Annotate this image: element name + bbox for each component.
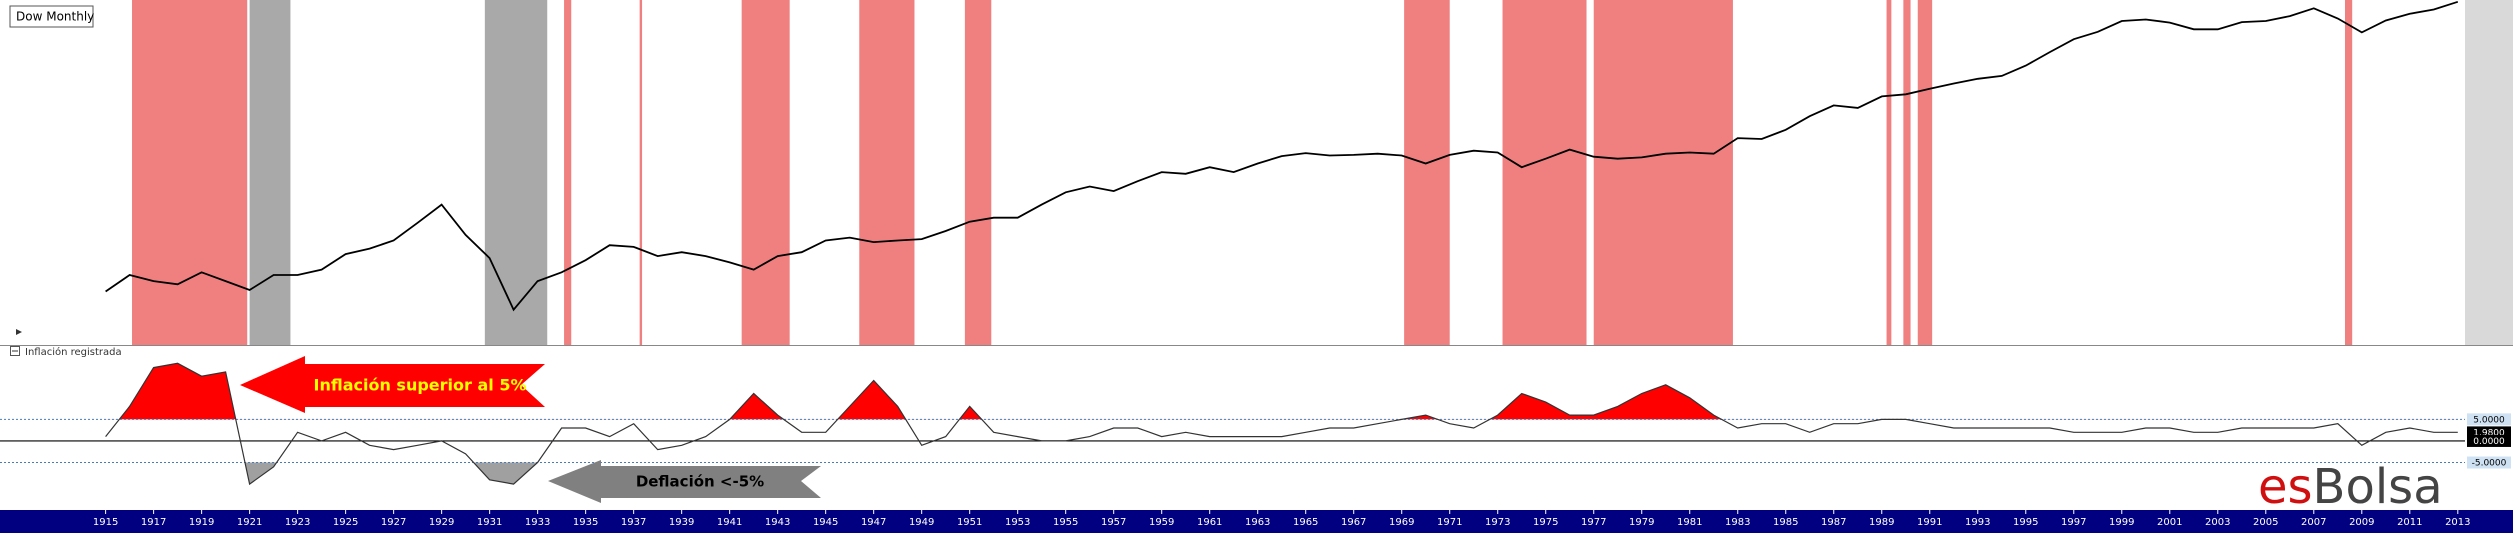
y-tick-label: 5.0000 <box>2473 415 2505 425</box>
x-tick-label: 1979 <box>1629 517 1654 528</box>
shaded-band <box>1903 0 1911 345</box>
series-line <box>105 362 2458 486</box>
shaded-band <box>1917 0 1933 345</box>
x-tick-label: 2007 <box>2301 517 2326 528</box>
annotation-arrow <box>548 460 821 503</box>
x-tick-label: 1959 <box>1149 517 1174 528</box>
x-tick-label: 1969 <box>1389 517 1414 528</box>
x-tick-label: 1949 <box>909 517 934 528</box>
x-tick-label: 1955 <box>1053 517 1078 528</box>
x-tick-label: 1989 <box>1869 517 1894 528</box>
panel-title: Inflación registrada <box>25 346 122 358</box>
x-tick-label: 1983 <box>1725 517 1750 528</box>
chart-title: Dow Monthly <box>16 10 94 24</box>
x-axis-bar <box>0 510 2513 533</box>
x-tick-label: 1985 <box>1773 517 1798 528</box>
shaded-band <box>639 0 643 345</box>
annotation: Inflación superior al 5% <box>314 376 527 395</box>
x-tick-label: 1931 <box>477 517 502 528</box>
annotation-arrow <box>240 356 545 413</box>
shaded-band <box>484 0 548 345</box>
play-icon[interactable] <box>16 329 22 335</box>
x-tick-label: 1929 <box>429 517 454 528</box>
x-tick-label: 1947 <box>861 517 886 528</box>
x-tick-label: 1933 <box>525 517 550 528</box>
x-tick-label: 1987 <box>1821 517 1846 528</box>
price-axis <box>2465 0 2513 345</box>
x-tick-label: 1945 <box>813 517 838 528</box>
x-tick-label: 2009 <box>2349 517 2374 528</box>
x-tick-label: 1953 <box>1005 517 1030 528</box>
x-tick-label: 2003 <box>2205 517 2230 528</box>
x-tick-label: 1993 <box>1965 517 1990 528</box>
logo-suffix: Bolsa <box>2313 459 2443 515</box>
y-tick-box <box>2467 456 2511 469</box>
shaded-band <box>1404 0 1450 345</box>
x-tick-label: 1951 <box>957 517 982 528</box>
x-tick-label: 2011 <box>2397 517 2422 528</box>
x-tick-label: 1997 <box>2061 517 2086 528</box>
bands <box>132 0 2353 345</box>
series-line <box>105 0 2459 312</box>
lines <box>0 0 2465 486</box>
shaded-band <box>741 0 790 345</box>
x-tick-label: 1991 <box>1917 517 1942 528</box>
x-tick-label: 1923 <box>285 517 310 528</box>
x-tick-label: 1963 <box>1245 517 1270 528</box>
shaded-band <box>1502 0 1587 345</box>
shaded-band <box>132 0 248 345</box>
x-tick-label: 1919 <box>189 517 214 528</box>
y-tick-label: 1.9800 <box>2473 428 2505 438</box>
title-box <box>9 5 94 28</box>
x-tick-label: 1939 <box>669 517 694 528</box>
x-tick-label: 1973 <box>1485 517 1510 528</box>
annotation: Deflación <-5% <box>636 473 764 491</box>
x-tick-label: 1957 <box>1101 517 1126 528</box>
y-tick-label: 0.0000 <box>2473 437 2505 447</box>
y-tick-box <box>2467 413 2511 426</box>
shaded-band <box>564 0 572 345</box>
shaded-band <box>1886 0 1892 345</box>
x-tick-label: 2013 <box>2445 517 2470 528</box>
area-below <box>244 462 538 485</box>
x-tick-label: 1965 <box>1293 517 1318 528</box>
x-tick-label: 2005 <box>2253 517 2278 528</box>
shaded-band <box>2344 0 2353 345</box>
logo-prefix: es <box>2258 459 2313 515</box>
x-tick-label: 1935 <box>573 517 598 528</box>
shaded-band <box>1593 0 1733 345</box>
shaded-band <box>964 0 992 345</box>
x-tick-label: 1925 <box>333 517 358 528</box>
x-tick-label: 1927 <box>381 517 406 528</box>
x-tick-label: 1943 <box>765 517 790 528</box>
x-tick-label: 1999 <box>2109 517 2134 528</box>
x-tick-label: 1967 <box>1341 517 1366 528</box>
x-tick-label: 1921 <box>237 517 262 528</box>
y-tick-box <box>2467 434 2511 447</box>
shaded-band <box>859 0 915 345</box>
x-tick-label: 1941 <box>717 517 742 528</box>
x-tick-label: 1937 <box>621 517 646 528</box>
logo: esBolsa <box>2258 459 2443 515</box>
x-tick-label: 1995 <box>2013 517 2038 528</box>
x-tick-label: 1975 <box>1533 517 1558 528</box>
x-tick-label: 1917 <box>141 517 166 528</box>
x-tick-label: 1977 <box>1581 517 1606 528</box>
x-tick-label: 1961 <box>1197 517 1222 528</box>
x-tick-label: 1971 <box>1437 517 1462 528</box>
x-tick-label: 1981 <box>1677 517 1702 528</box>
x-tick-label: 1915 <box>93 517 118 528</box>
shaded-band <box>249 0 291 345</box>
y-tick-label: -5.0000 <box>2472 459 2507 469</box>
x-tick-label: 2001 <box>2157 517 2182 528</box>
